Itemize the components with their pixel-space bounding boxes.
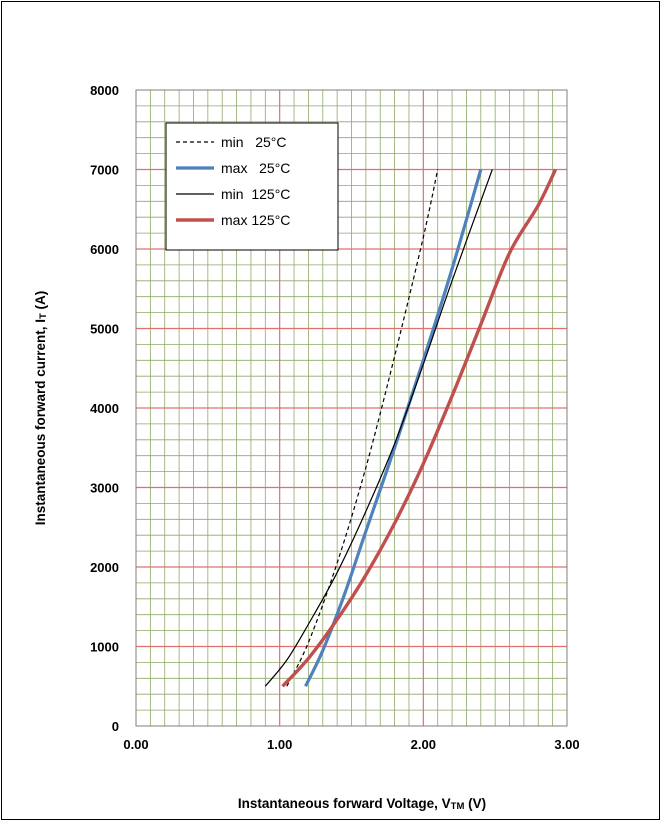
x-axis-title-sub: TM: [451, 801, 465, 812]
x-tick-labels: 0.00 1.00 2.00 3.00: [123, 737, 579, 752]
x-axis-title: Instantaneous forward Voltage, VTM (V): [238, 796, 486, 812]
x-axis-title-tail: (V): [464, 796, 486, 811]
y-axis-title-main: Instantaneous forward current, I: [33, 319, 48, 525]
legend-label: max 25°C: [221, 160, 290, 176]
x-tick-label: 3.00: [554, 737, 579, 752]
y-axis-title-tail: (A): [33, 291, 48, 314]
series-layer: [264, 168, 558, 688]
x-tick-label: 1.00: [267, 737, 292, 752]
y-tick-label: 5000: [90, 322, 119, 337]
legend-box: [165, 122, 339, 251]
series-max-25c-line: [304, 169, 483, 687]
x-tick-label: 0.00: [123, 737, 148, 752]
plot-border: [135, 89, 568, 727]
y-axis-title-sub: T: [38, 313, 49, 319]
legend-label: max 125°C: [221, 212, 290, 228]
y-tick-label: 6000: [90, 242, 119, 257]
series-min-125c-line: [264, 169, 493, 687]
y-tick-label: 2000: [90, 560, 119, 575]
x-axis-title-main: Instantaneous forward Voltage, V: [238, 796, 451, 811]
y-axis-title: Instantaneous forward current, IT (A): [33, 291, 49, 526]
y-tick-label: 8000: [90, 83, 119, 98]
y-tick-label: 0: [112, 719, 119, 734]
y-tick-label: 1000: [90, 640, 119, 655]
y-tick-label: 3000: [90, 481, 119, 496]
x-tick-label: 2.00: [411, 737, 436, 752]
y-tick-label: 4000: [90, 401, 119, 416]
legend-label: min 125°C: [221, 186, 290, 202]
series-max-125c-line: [281, 168, 558, 688]
legend-label: min 25°C: [221, 134, 287, 150]
major-gridlines: [136, 90, 567, 726]
series-min-25c-line: [286, 169, 439, 687]
legend: min 25°C max 25°C min 125°C max 125°C: [165, 122, 339, 251]
y-tick-labels: 0 1000 2000 3000 4000 5000 6000 7000 8000: [90, 83, 119, 734]
y-tick-label: 7000: [90, 163, 119, 178]
